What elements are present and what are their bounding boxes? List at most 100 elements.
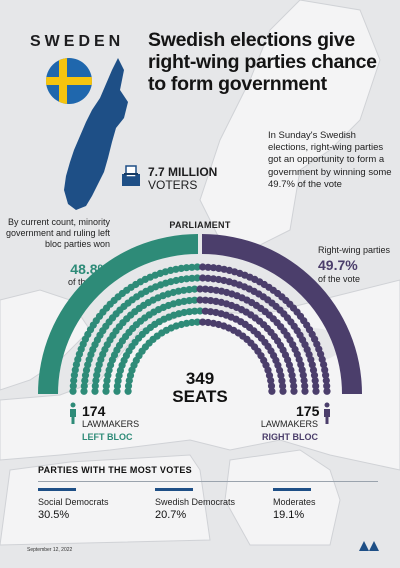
right-bloc-seat — [268, 387, 276, 395]
left-bloc-seat — [185, 297, 193, 305]
left-bloc-seat — [172, 265, 180, 273]
right-bloc-note: Right-wing parties — [318, 245, 391, 255]
left-bloc-seat — [182, 264, 191, 272]
right-bloc-seat — [323, 382, 331, 390]
right-bloc-seat — [311, 377, 319, 385]
party-percent: 30.5% — [38, 509, 70, 521]
left-bloc-seat — [191, 296, 199, 304]
right-bloc-seat — [199, 318, 207, 326]
left-bloc-seat — [196, 307, 204, 315]
party-item: Social Democrats 30.5% — [38, 488, 148, 521]
parliament-label: PARLIAMENT — [169, 220, 231, 230]
right-bloc-seat — [207, 308, 215, 316]
left-bloc-seat — [180, 297, 188, 305]
ballot-box-icon — [122, 165, 140, 186]
date-stamp: September 12, 2022 — [27, 547, 73, 553]
left-bloc-seat — [124, 387, 132, 395]
left-bloc-seat — [70, 371, 78, 379]
right-bloc-seat — [199, 263, 207, 271]
party-bar — [155, 488, 193, 491]
left-bloc-seat — [188, 263, 196, 271]
right-bloc-seat — [300, 376, 308, 385]
left-bloc-seat — [124, 382, 133, 390]
right-bloc-count-label: LAWMAKERS — [260, 419, 318, 429]
left-bloc-seat — [191, 307, 199, 315]
left-bloc-seat — [191, 285, 199, 293]
left-bloc-seat — [183, 275, 191, 283]
left-bloc-seat — [174, 287, 183, 295]
left-bloc-seat — [103, 377, 111, 385]
seats-number: 349 — [185, 369, 215, 388]
left-bloc-seat — [193, 274, 201, 282]
party-bar — [273, 488, 311, 491]
left-lawmaker-icon — [70, 402, 76, 424]
left-bloc-seat — [69, 382, 77, 390]
left-bloc-seat — [69, 387, 77, 395]
intro-text: In Sunday's Swedish elections, right-win… — [268, 130, 392, 190]
right-bloc-seat — [310, 371, 319, 379]
right-bloc-seat — [321, 366, 329, 374]
left-bloc-seat — [193, 263, 201, 271]
sweden-map-shape — [64, 58, 128, 210]
sweden-flag-icon — [46, 58, 92, 104]
left-bloc-count: 174 — [82, 403, 106, 419]
left-bloc-seat — [180, 308, 188, 317]
right-bloc-seat — [204, 263, 212, 271]
left-bloc-count-label: LAWMAKERS — [82, 419, 140, 429]
left-bloc-seat — [177, 275, 185, 284]
right-bloc-percent-sub: of the vote — [318, 274, 361, 284]
right-bloc-seat — [322, 376, 330, 385]
party-name: Moderates — [273, 497, 316, 507]
left-bloc-seat — [80, 387, 88, 395]
right-bloc-seat — [201, 285, 209, 293]
left-bloc-seat — [91, 382, 99, 390]
right-bloc-seat — [199, 274, 207, 282]
right-bloc-seat — [312, 387, 320, 395]
left-bloc-seat — [80, 382, 88, 390]
right-bloc-seat — [279, 382, 287, 390]
divider — [38, 481, 378, 482]
party-item: Swedish Democrats 20.7% — [155, 488, 265, 521]
right-bloc-arc — [202, 234, 362, 394]
right-bloc-percent: 49.7% — [318, 257, 358, 273]
left-bloc-seat — [188, 274, 196, 282]
left-bloc-seat — [188, 318, 196, 327]
right-bloc-seat — [279, 387, 287, 395]
right-bloc-seat — [215, 264, 223, 272]
left-bloc-seat — [81, 377, 89, 385]
left-bloc-seat — [180, 286, 188, 294]
left-bloc-seat — [113, 387, 121, 395]
right-bloc-label: RIGHT BLOC — [262, 432, 318, 442]
right-bloc-seat — [201, 307, 209, 315]
parties-title: PARTIES WITH THE MOST VOTES — [38, 465, 192, 475]
right-bloc-seat — [289, 377, 297, 385]
right-bloc-seat — [290, 387, 298, 395]
left-bloc-seat — [177, 264, 185, 272]
seats-total: 349 SEATS — [150, 370, 250, 406]
right-bloc-seat — [196, 296, 204, 304]
right-bloc-seat — [301, 387, 309, 395]
left-bloc-seat — [102, 387, 110, 395]
party-item: Moderates 19.1% — [273, 488, 383, 521]
right-bloc-seat — [201, 296, 209, 304]
right-lawmaker-icon — [324, 402, 330, 424]
right-bloc-seat — [301, 382, 309, 390]
right-bloc-seat — [212, 286, 220, 294]
right-bloc-seat — [196, 285, 204, 293]
voters-value: 7.7 MILLION — [148, 165, 218, 179]
left-bloc-seat — [70, 376, 78, 385]
party-percent: 20.7% — [155, 509, 187, 521]
right-bloc-count: 175 — [296, 403, 320, 419]
right-bloc-seat — [322, 371, 330, 379]
right-bloc-seat — [299, 371, 307, 379]
party-bar — [38, 488, 76, 491]
right-bloc-seat — [267, 382, 276, 390]
headline: Swedish elections give right-wing partie… — [148, 29, 377, 95]
left-bloc-seat — [185, 308, 193, 316]
left-bloc-arc — [38, 234, 198, 394]
right-bloc-seat — [323, 387, 331, 395]
right-bloc-seat — [209, 264, 218, 272]
right-bloc-seat — [290, 382, 298, 390]
